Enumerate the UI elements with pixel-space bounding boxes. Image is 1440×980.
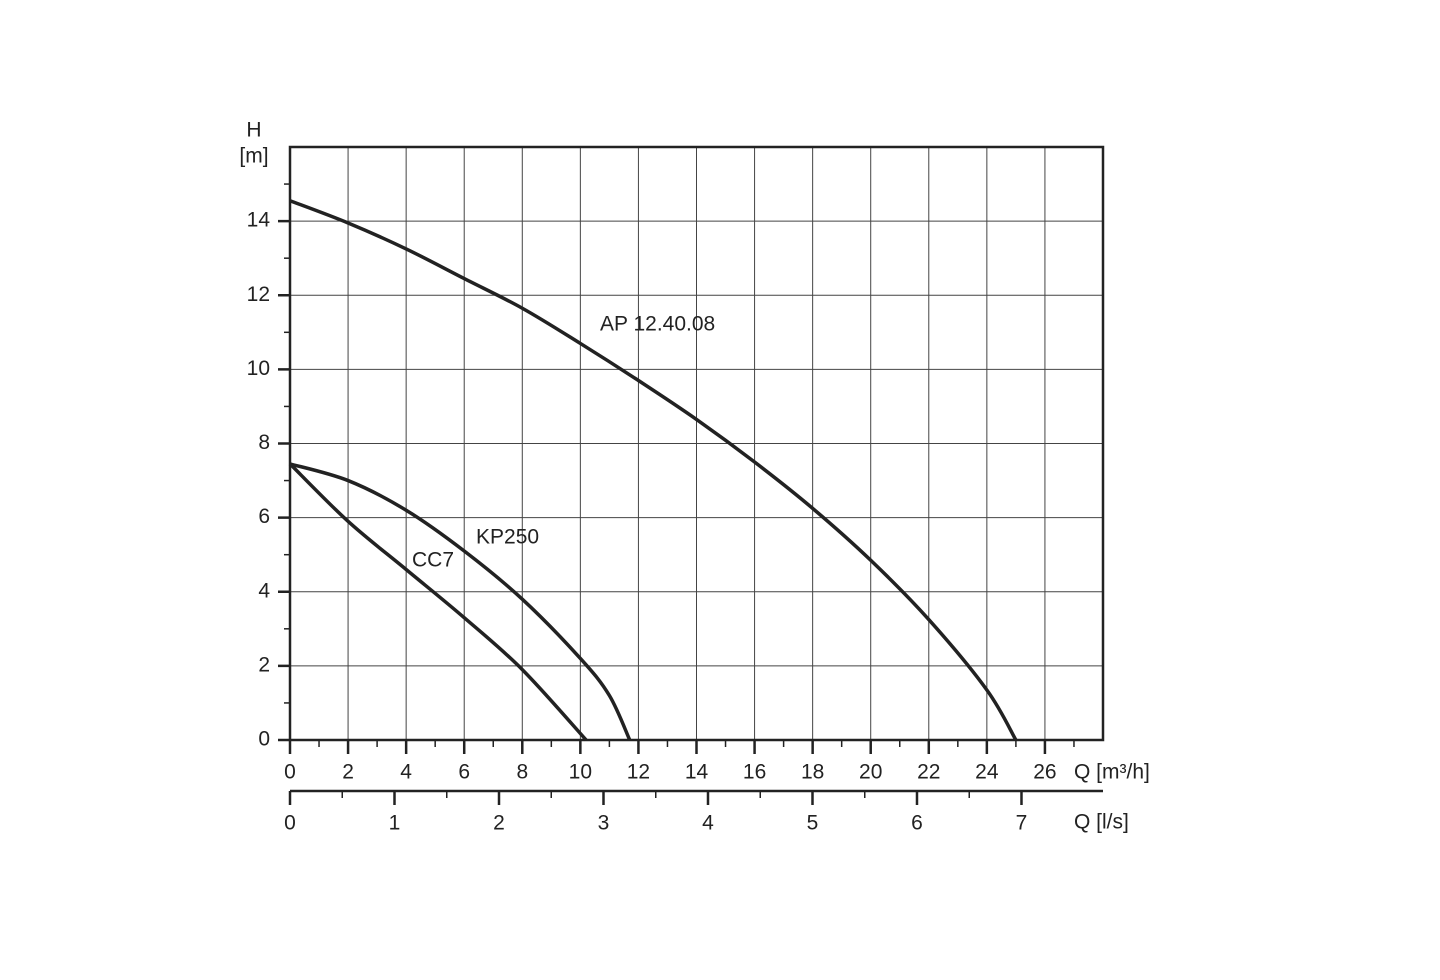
x2-tick-label: 6 (911, 812, 923, 835)
y-tick-label: 14 (247, 209, 271, 232)
x-tick-label: 14 (685, 761, 709, 784)
plot-frame (288, 145, 1105, 742)
x-tick-label: 20 (859, 761, 882, 784)
y-tick-label: 4 (258, 579, 270, 602)
y-tick-label: 10 (247, 357, 270, 380)
x-axis-label: Q [m³/h] (1074, 761, 1150, 784)
y-axis-label: H (246, 119, 261, 142)
curve-label: AP 12.40.08 (600, 313, 715, 336)
curve (289, 462, 632, 741)
x-tick-label: 8 (516, 761, 528, 784)
x2-tick-label: 2 (493, 812, 505, 835)
curve (289, 199, 1018, 741)
x-tick-label: 2 (342, 761, 354, 784)
y-tick-label: 12 (247, 283, 270, 306)
x2-axis-label: Q [l/s] (1074, 811, 1129, 834)
x-tick-label: 22 (917, 761, 940, 784)
y-tick-label: 0 (258, 728, 270, 751)
x-tick-label: 18 (801, 761, 824, 784)
x2-tick-label: 0 (284, 812, 296, 835)
x2-tick-label: 4 (702, 812, 714, 835)
x2-tick-label: 3 (598, 812, 610, 835)
x-tick-label: 4 (400, 761, 412, 784)
x2-tick-label: 7 (1016, 812, 1028, 835)
x-tick-label: 10 (569, 761, 592, 784)
y-tick-label: 8 (258, 431, 270, 454)
x2-tick-label: 1 (389, 812, 401, 835)
x2-tick-label: 5 (807, 812, 819, 835)
curve-label: CC7 (412, 549, 454, 572)
curve (288, 462, 588, 742)
y-tick-label: 2 (258, 653, 270, 676)
x-tick-label: 24 (975, 761, 999, 784)
y-tick-label: 6 (258, 505, 270, 528)
curve-label: KP250 (476, 526, 539, 549)
x-tick-label: 16 (743, 761, 766, 784)
y-axis-unit: [m] (239, 145, 268, 168)
x-tick-label: 0 (284, 761, 296, 784)
x-tick-label: 6 (458, 761, 470, 784)
x-tick-label: 26 (1033, 761, 1056, 784)
x-tick-label: 12 (627, 761, 650, 784)
